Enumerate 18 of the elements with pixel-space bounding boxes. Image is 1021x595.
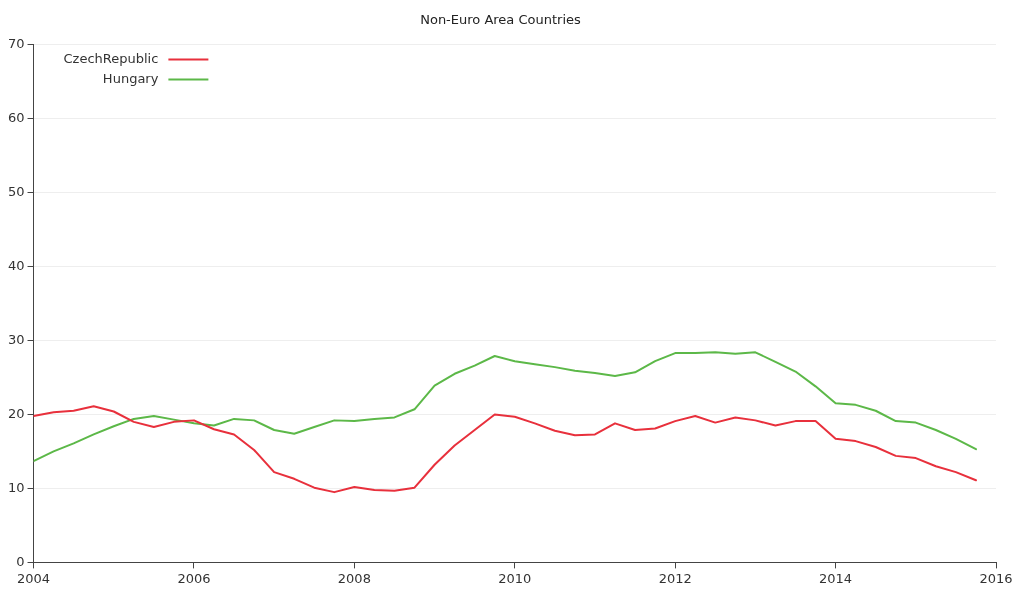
x-tick-label: 2008: [337, 570, 371, 586]
x-tick-label: 2006: [177, 570, 211, 586]
y-tick-label: 40: [8, 257, 25, 273]
x-tick-label: 2012: [658, 570, 692, 586]
y-tick-label: 60: [8, 109, 25, 125]
x-tick-label: 2016: [979, 570, 1013, 586]
x-tick-label: 2010: [498, 570, 532, 586]
y-tick-label: 0: [16, 553, 25, 569]
y-tick-label: 50: [8, 183, 25, 199]
y-tick-label: 70: [8, 35, 25, 51]
y-tick-label: 10: [8, 479, 25, 495]
legend-label: CzechRepublic: [63, 50, 159, 66]
legend-label: Hungary: [102, 70, 159, 86]
x-tick-label: 2004: [17, 570, 51, 586]
chart-title: Non-Euro Area Countries: [420, 12, 582, 28]
y-tick-label: 20: [8, 405, 25, 421]
y-tick-label: 30: [8, 331, 25, 347]
x-tick-label: 2014: [819, 570, 853, 586]
